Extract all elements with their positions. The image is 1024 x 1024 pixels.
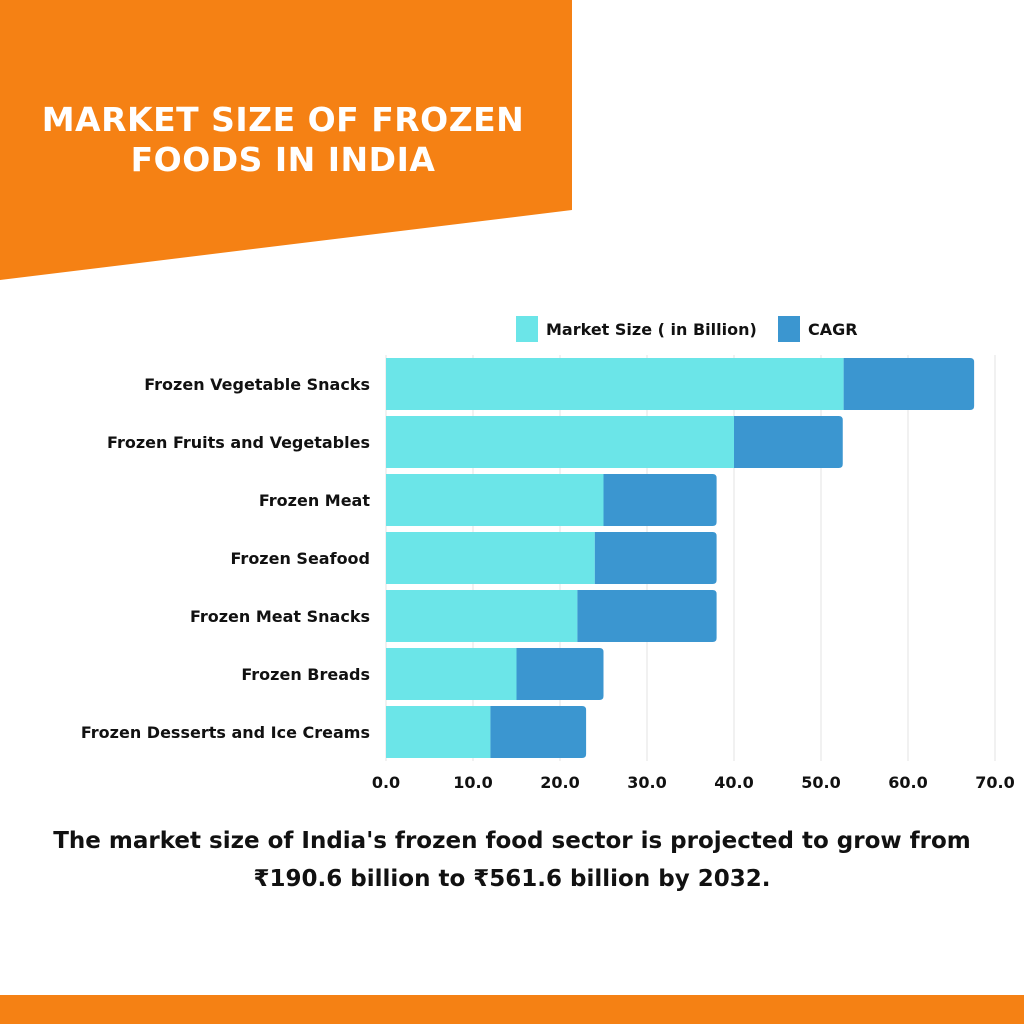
title-line-2: FOODS IN INDIA xyxy=(130,140,436,179)
x-tick-label: 20.0 xyxy=(540,773,579,792)
footer-bar xyxy=(0,995,1024,1024)
title-line-1: MARKET SIZE OF FROZEN xyxy=(41,100,525,139)
x-tick-label: 50.0 xyxy=(801,773,840,792)
bar-market-size xyxy=(386,706,491,758)
x-tick-label: 40.0 xyxy=(714,773,753,792)
category-label: Frozen Meat xyxy=(259,491,370,510)
category-label: Frozen Vegetable Snacks xyxy=(144,375,370,394)
legend-swatch-cagr xyxy=(778,316,800,342)
banner-shape xyxy=(0,0,572,280)
bar-market-size xyxy=(386,590,578,642)
bar-market-size xyxy=(386,474,604,526)
x-tick-label: 30.0 xyxy=(627,773,666,792)
legend-swatch-market-size xyxy=(516,316,538,342)
x-tick-label: 10.0 xyxy=(453,773,492,792)
caption: The market size of India's frozen food s… xyxy=(20,822,1004,898)
page-title: MARKET SIZE OF FROZEN FOODS IN INDIA xyxy=(0,100,566,180)
bar-cagr xyxy=(734,416,843,468)
category-label: Frozen Desserts and Ice Creams xyxy=(81,723,370,742)
legend-label-market-size: Market Size ( in Billion) xyxy=(546,320,757,339)
category-label: Frozen Breads xyxy=(241,665,370,684)
bar-cagr xyxy=(603,474,717,526)
x-tick-label: 0.0 xyxy=(372,773,400,792)
bar-market-size xyxy=(386,416,734,468)
category-label: Frozen Seafood xyxy=(231,549,370,568)
bar-market-size xyxy=(386,532,595,584)
caption-line-1: The market size of India's frozen food s… xyxy=(53,828,971,854)
caption-line-2: ₹190.6 billion to ₹561.6 billion by 2032… xyxy=(253,866,771,892)
frozen-foods-bar-chart: 0.0 10.0 20.0 30.0 40.0 50.0 60.0 70.0 Frozen Ve… xyxy=(81,316,1015,792)
bar-market-size xyxy=(386,358,844,410)
x-tick-label: 60.0 xyxy=(888,773,927,792)
bar-cagr xyxy=(577,590,717,642)
x-tick-label: 70.0 xyxy=(975,773,1014,792)
category-label: Frozen Meat Snacks xyxy=(190,607,370,626)
bar-cagr xyxy=(594,532,717,584)
legend-label-cagr: CAGR xyxy=(808,320,858,339)
bar-cagr xyxy=(516,648,604,700)
bar-cagr xyxy=(843,358,975,410)
bar-cagr xyxy=(490,706,587,758)
bar-market-size xyxy=(386,648,517,700)
header-banner xyxy=(0,0,572,280)
category-label: Frozen Fruits and Vegetables xyxy=(107,433,370,452)
